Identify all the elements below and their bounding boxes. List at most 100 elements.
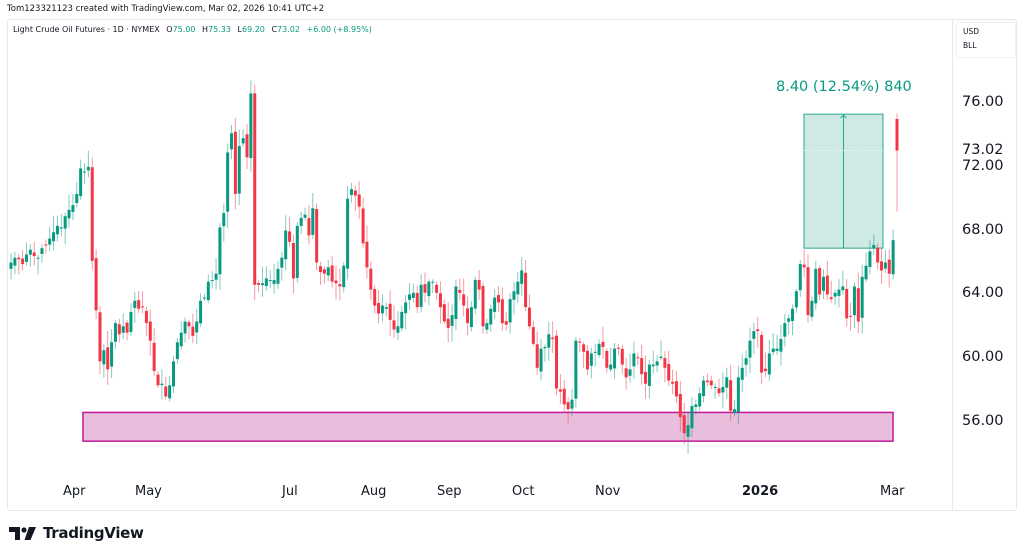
- candle-down: [94, 258, 98, 311]
- time-tick-label: Oct: [512, 484, 535, 499]
- candle-down: [705, 380, 709, 383]
- candle-up: [75, 193, 79, 204]
- candle-down: [423, 284, 427, 293]
- candle-up: [133, 300, 137, 309]
- candle-up: [450, 315, 454, 326]
- candle-down: [578, 341, 582, 343]
- candle-down: [442, 304, 446, 322]
- candle-down: [322, 269, 326, 274]
- ohlc-close-label: C: [271, 25, 278, 34]
- candle-up: [230, 133, 234, 150]
- candle-up: [214, 273, 218, 280]
- candle-down: [307, 218, 311, 236]
- candle-down: [288, 231, 292, 242]
- candle-down: [566, 402, 570, 410]
- candle-up: [798, 264, 802, 291]
- candle-down: [880, 261, 884, 271]
- candle-down: [446, 318, 450, 328]
- candle-down: [458, 289, 462, 293]
- candle-down: [245, 134, 249, 158]
- candle-up: [852, 286, 856, 316]
- candle-down: [373, 289, 377, 306]
- candle-up: [841, 286, 845, 291]
- candle-up: [404, 302, 408, 314]
- candle-down: [156, 374, 160, 386]
- candle-down: [90, 167, 94, 261]
- candle-up: [326, 267, 330, 276]
- candle-down: [144, 310, 148, 324]
- candle-up: [651, 364, 655, 367]
- ohlc-open-label: O: [166, 25, 173, 34]
- price-tick-label: 56.00: [962, 413, 1004, 429]
- candle-down: [361, 208, 365, 244]
- candle-down: [291, 243, 295, 279]
- candle-up: [427, 281, 431, 297]
- candle-down: [562, 388, 566, 405]
- candle-up: [485, 323, 489, 330]
- unit-label: BLL: [963, 41, 977, 50]
- candle-up: [241, 138, 245, 144]
- candle-up: [891, 240, 895, 275]
- currency-unit-box[interactable]: USD BLL: [956, 22, 1016, 58]
- candle-up: [744, 358, 748, 365]
- price-range-measure-label: 8.40 (12.54%) 840: [776, 79, 912, 95]
- price-tick-label: 60.00: [962, 349, 1004, 366]
- candle-down: [462, 294, 466, 306]
- symbol-legend[interactable]: Light Crude Oil Futures · 1D · NYMEX O75…: [13, 25, 372, 34]
- candle-down: [760, 335, 764, 373]
- candle-down: [392, 320, 396, 330]
- candle-up: [299, 217, 303, 226]
- candle-up: [303, 214, 307, 218]
- candle-up: [110, 342, 114, 367]
- candle-up: [821, 276, 825, 291]
- candle-down: [818, 268, 822, 295]
- candle-down: [667, 363, 671, 381]
- candle-down: [829, 297, 833, 300]
- candle-down: [551, 337, 555, 340]
- candle-up: [237, 146, 241, 194]
- candle-up: [694, 404, 698, 408]
- candle-down: [44, 244, 48, 246]
- candle-up: [195, 321, 199, 333]
- candle-up: [736, 377, 740, 413]
- candle-up: [516, 281, 520, 295]
- candle-up: [202, 297, 206, 299]
- candle-down: [477, 280, 481, 290]
- candle-up: [628, 369, 632, 376]
- candle-up: [647, 364, 651, 386]
- candle-down: [555, 335, 559, 389]
- candle-down: [856, 288, 860, 322]
- candle-up: [431, 281, 435, 283]
- time-tick-label: Aug: [361, 484, 387, 499]
- candle-up: [883, 262, 887, 269]
- candle-up: [71, 205, 75, 212]
- candle-down: [620, 348, 624, 365]
- candle-down: [524, 272, 528, 308]
- candle-down: [678, 394, 682, 418]
- candle-up: [864, 265, 868, 280]
- candle-up: [686, 425, 690, 437]
- candle-up: [539, 348, 543, 372]
- candle-up: [508, 299, 512, 323]
- candle-up: [779, 339, 783, 352]
- candle-up: [175, 342, 179, 360]
- candle-up: [52, 232, 56, 242]
- candle-down: [674, 381, 678, 397]
- candle-up: [837, 289, 841, 296]
- candle-up: [752, 331, 756, 339]
- candle-down: [849, 315, 853, 317]
- candle-down: [535, 344, 539, 368]
- candle-up: [872, 244, 876, 249]
- time-tick-label: Jul: [282, 484, 298, 499]
- ohlc-low: 69.20: [241, 25, 265, 34]
- candle-up: [396, 326, 400, 333]
- candle-up: [713, 386, 717, 389]
- candle-down: [504, 321, 508, 325]
- candle-up: [469, 307, 473, 327]
- candle-down: [415, 292, 419, 308]
- candle-down: [806, 267, 810, 316]
- candle-down: [496, 295, 500, 303]
- price-axis-separator: [952, 20, 953, 510]
- candle-up: [733, 409, 737, 413]
